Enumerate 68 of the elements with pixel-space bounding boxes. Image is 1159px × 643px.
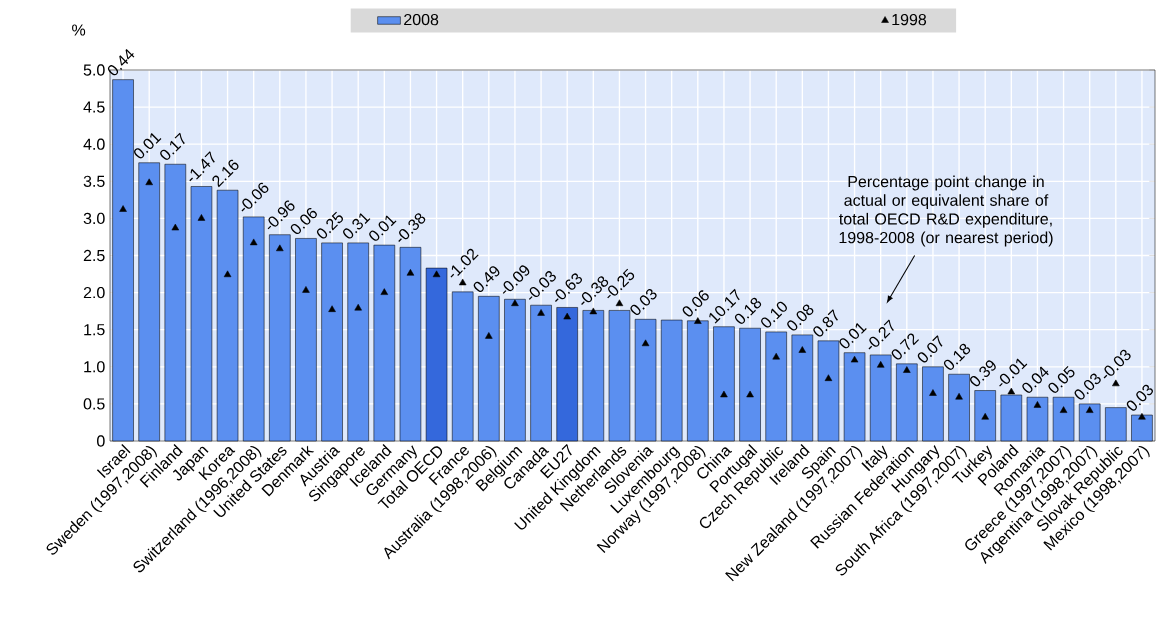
annotation: Percentage point change in actual or equivalent share of total OECD R&D expenditure, 1998-2008 (or nearest period) [839,175,1053,247]
y-tick-label: 4.5 [83,101,105,113]
annotation: 0.44 [107,48,135,76]
point [929,389,937,396]
point [798,346,807,353]
point [1112,379,1120,387]
point [615,299,624,306]
y-tick-label: 2.0 [83,286,105,299]
annotation: 0.18 [943,343,971,370]
point [171,223,180,231]
point [276,244,284,252]
annotation: 0.25 [316,211,344,239]
point [589,307,598,315]
point [223,270,232,278]
y-tick-label: 2.5 [83,249,105,262]
point [249,238,258,246]
point [1007,387,1016,395]
y-tick-label: 0.5 [83,398,105,410]
annotation: 0.31 [343,213,371,239]
legend-label: 1998 [892,13,927,26]
point [876,361,885,368]
y-tick-label: 3.0 [83,212,105,225]
point [981,412,989,420]
y-tick-label: 5.0 [83,64,105,76]
point [1033,401,1042,408]
point [903,366,911,373]
point [641,339,650,347]
point [145,178,153,186]
point [458,278,467,286]
point [354,303,362,311]
point [772,352,780,360]
point [850,355,859,363]
point [119,205,127,212]
point [1138,412,1146,420]
point [824,374,833,381]
point [328,305,336,312]
point [485,332,493,339]
point [563,312,571,320]
y-tick-label: 4.0 [83,138,105,150]
point [197,214,206,221]
annotation: 0.05 [1048,365,1075,393]
annotation: 0.06 [682,290,709,317]
annotation: 0.01 [134,133,162,159]
point [537,309,545,316]
annotation: 0.10 [761,301,787,328]
point [746,390,754,398]
annotation: 0.17 [160,132,185,160]
point [955,392,963,400]
y-tick-label: 1.5 [84,324,105,336]
y-axis-title: % [72,24,86,36]
legend-label: 2008 [404,13,439,26]
point [511,299,519,306]
point [1059,406,1068,413]
y-tick-label: 1.0 [84,361,105,373]
point [720,390,728,398]
point [1085,406,1094,413]
point [694,317,702,324]
annotation: 0.03 [1074,373,1101,400]
point [302,286,310,293]
point [432,270,441,278]
annotation: 0.08 [787,304,814,331]
annotation: 0.01 [839,322,867,349]
annotation: 0.03 [1126,384,1154,411]
y-tick-label: 3.5 [83,175,105,187]
annotation: 0.01 [369,215,397,241]
point [380,288,389,295]
annotation: 0.39 [970,360,996,387]
point [406,269,415,276]
